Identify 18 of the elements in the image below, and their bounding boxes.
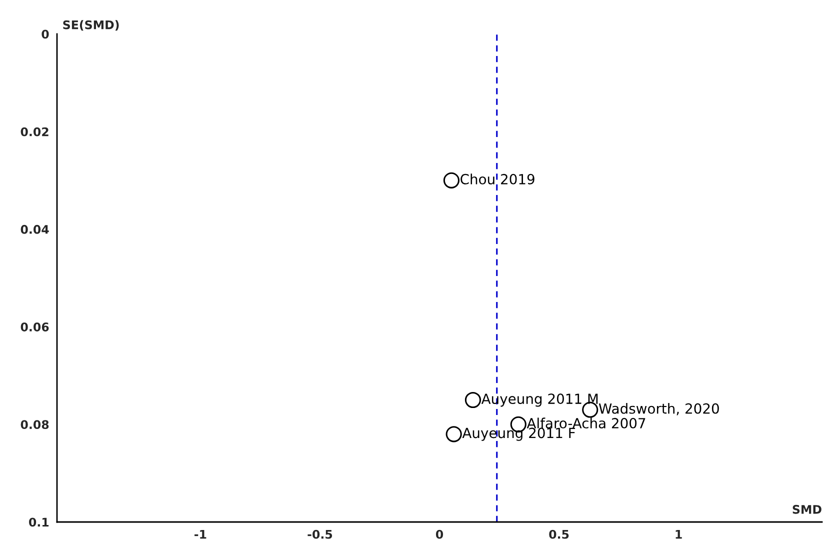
y-tick-label: 0 <box>42 30 49 39</box>
annotation: Wadsworth, 2020 <box>598 403 719 416</box>
y-tick-label: 0.08 <box>20 420 49 430</box>
annotation: Chou 2019 <box>460 174 534 184</box>
x-tick-label: 0 <box>436 530 444 539</box>
y-tick-label: 0.02 <box>20 127 48 136</box>
y-tick-label: 0.1 <box>29 518 49 527</box>
annotation: Auyeung 2011 F <box>462 428 576 441</box>
annotation: Alfaro-Acha 2007 <box>526 418 646 428</box>
annotation: Auyeung 2011 M <box>481 394 598 407</box>
x-tick-label: 0.5 <box>549 530 569 539</box>
x-tick-label: 1 <box>676 530 682 539</box>
y-axis-title: SE(SMD) <box>63 20 119 31</box>
x-tick-label: -1 <box>194 530 206 539</box>
y-tick-label: 0.04 <box>20 224 49 234</box>
x-tick-label: -0.5 <box>308 530 332 539</box>
y-tick-label: 0.06 <box>20 322 49 332</box>
x-axis-title: SMD <box>792 504 822 514</box>
